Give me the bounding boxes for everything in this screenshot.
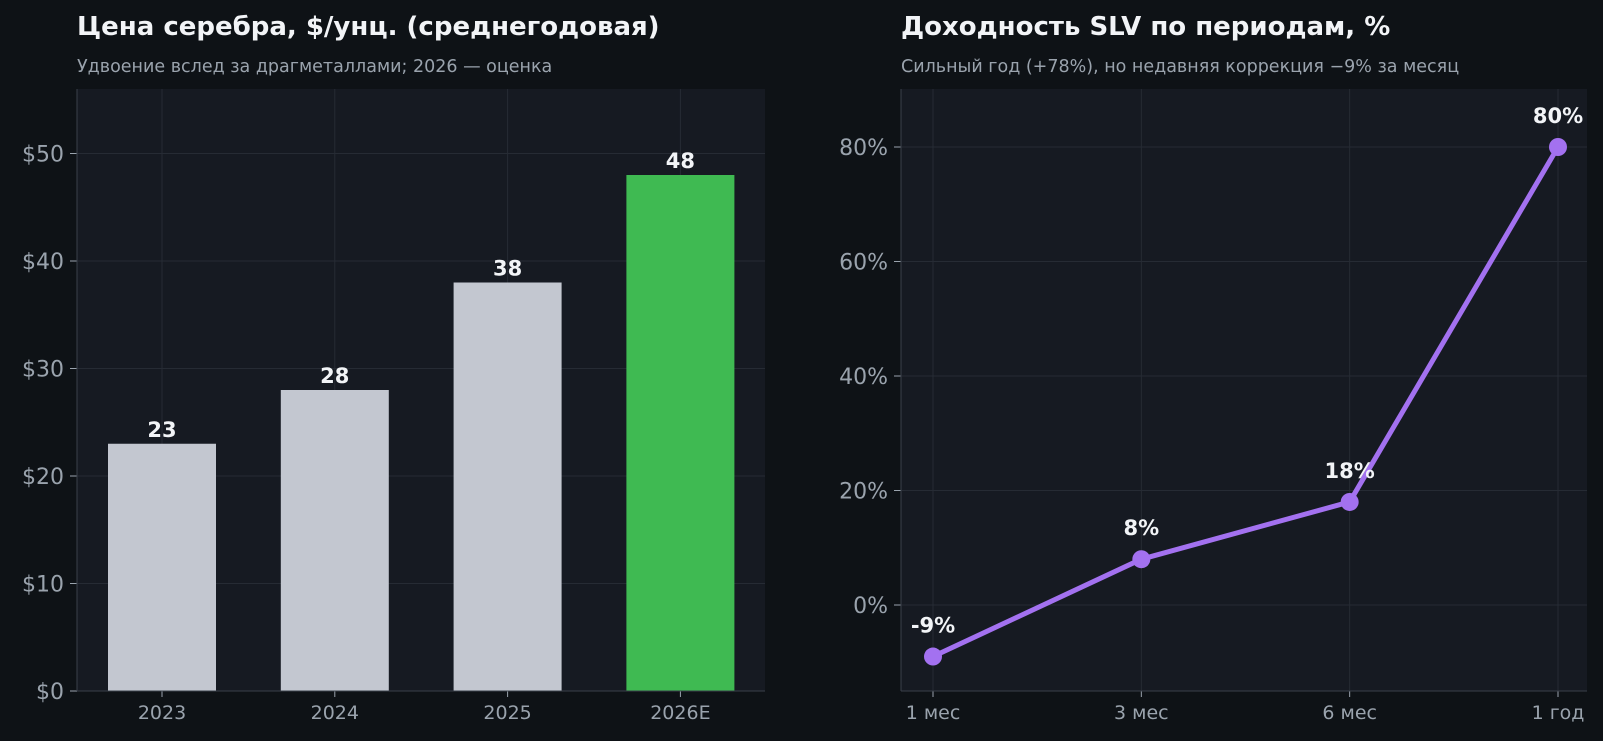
price-bar-2026E <box>626 175 735 691</box>
returns-ytick-label-2: 40% <box>839 365 888 390</box>
returns-point-2 <box>1340 492 1359 511</box>
price-bar-2023 <box>108 443 216 691</box>
price-ytick-label-0: $0 <box>36 680 64 705</box>
returns-data-label-1: 8% <box>1124 516 1160 540</box>
returns-xtick-label-2: 6 мес <box>1322 702 1377 724</box>
returns-chart-subtitle: Сильный год (+78%), но недавняя коррекци… <box>901 57 1459 77</box>
returns-point-3 <box>1549 138 1567 156</box>
price-chart-title: Цена серебра, $/унц. (среднегодовая) <box>77 12 660 42</box>
price-bar-2024 <box>280 390 389 691</box>
price-bar-2025 <box>453 282 562 691</box>
returns-data-labels: -9% 8% 18% 80% <box>911 104 1583 638</box>
returns-chart-title: Доходность SLV по периодам, % <box>901 12 1390 42</box>
returns-plot-area <box>901 89 1587 691</box>
returns-line-series <box>924 138 1567 666</box>
price-xtick-label-2: 2025 <box>483 702 531 724</box>
price-ytick-label-2: $20 <box>22 465 64 490</box>
returns-point-0 <box>924 647 942 666</box>
returns-ytick-label-0: 0% <box>853 594 888 619</box>
price-ytick-label-4: $40 <box>22 250 64 275</box>
returns-ytick-label-1: 20% <box>839 480 888 505</box>
price-data-label-2026E: 48 <box>666 149 695 173</box>
returns-xtick-label-3: 1 год <box>1532 702 1585 724</box>
returns-ytick-label-3: 60% <box>839 251 888 276</box>
price-ytick-label-5: $50 <box>22 143 64 168</box>
price-chart-subtitle: Удвоение вслед за драгметаллами; 2026 — … <box>77 57 552 77</box>
returns-ytick-label-4: 80% <box>839 136 888 161</box>
returns-xtick-label-1: 3 мес <box>1114 702 1169 724</box>
price-bars <box>108 175 735 691</box>
price-chart: Цена серебра, $/унц. (среднегодовая) Удв… <box>22 12 765 724</box>
price-data-label-2023: 23 <box>147 418 176 442</box>
price-data-label-2024: 28 <box>320 364 349 388</box>
returns-x-ticks: 1 мес 3 мес 6 мес 1 год <box>906 691 1585 724</box>
price-xtick-label-0: 2023 <box>138 702 186 724</box>
returns-gridlines <box>901 89 1587 691</box>
price-x-ticks: 2023 2024 2025 2026E <box>138 691 711 724</box>
price-xtick-label-1: 2024 <box>311 702 359 724</box>
price-y-ticks: $0 $10 $20 $30 $40 $50 <box>22 143 77 705</box>
returns-data-label-3: 80% <box>1533 104 1583 128</box>
returns-data-label-0: -9% <box>911 614 955 638</box>
price-xtick-label-3: 2026E <box>650 702 710 724</box>
returns-point-1 <box>1132 550 1151 569</box>
price-data-label-2025: 38 <box>493 257 522 281</box>
returns-y-ticks: 0% 20% 40% 60% 80% <box>839 136 901 619</box>
price-data-labels: 23 28 38 48 <box>147 149 695 442</box>
returns-line <box>930 144 1561 660</box>
returns-xtick-label-0: 1 мес <box>906 702 961 724</box>
returns-chart: Доходность SLV по периодам, % Сильный го… <box>839 12 1587 724</box>
price-ytick-label-3: $30 <box>22 358 64 383</box>
returns-data-label-2: 18% <box>1325 459 1375 483</box>
price-ytick-label-1: $10 <box>22 573 64 598</box>
